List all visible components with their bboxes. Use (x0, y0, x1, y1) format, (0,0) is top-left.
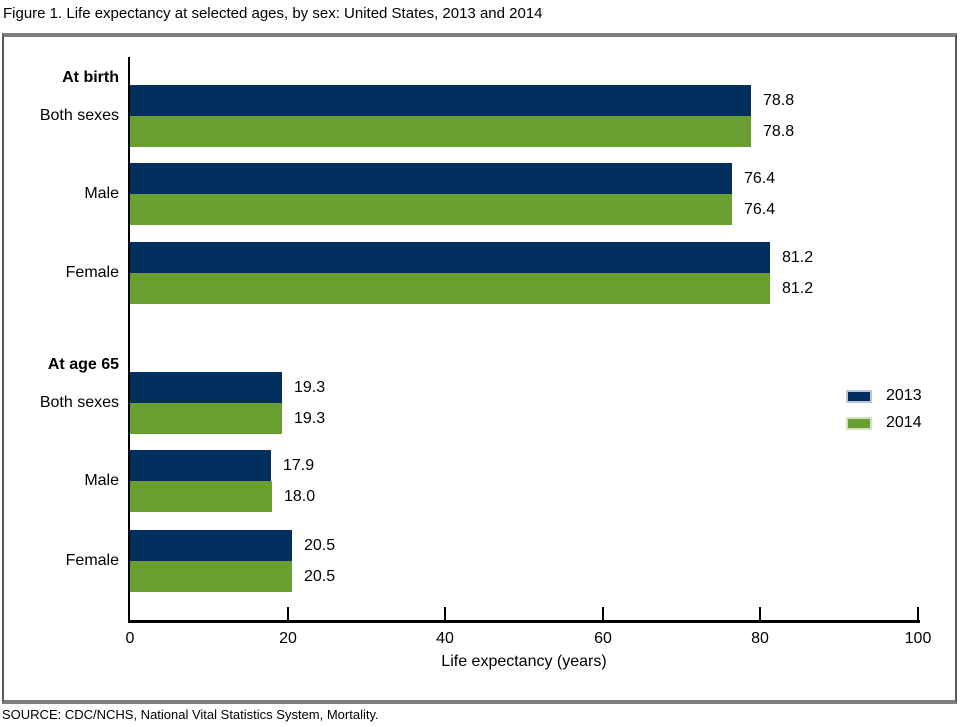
category-label: Both sexes (39, 394, 119, 411)
value-label: 19.3 (294, 379, 326, 396)
x-tick (917, 607, 919, 620)
bar-2013 (130, 530, 292, 561)
y-axis-line (128, 57, 130, 623)
value-label: 17.9 (283, 457, 315, 474)
legend: 2013 2014 (846, 387, 922, 432)
x-axis-line (128, 620, 920, 623)
value-label: 20.5 (304, 568, 336, 585)
bar-2014 (130, 403, 282, 434)
category-label: Both sexes (39, 107, 119, 124)
group-label: At age 65 (47, 356, 119, 373)
group-label: At birth (62, 69, 119, 86)
legend-swatch-2013 (846, 389, 872, 403)
value-label: 78.8 (763, 92, 795, 109)
x-tick-label: 20 (279, 630, 297, 647)
x-tick-label: 40 (436, 630, 454, 647)
bar-2014 (130, 561, 292, 592)
x-tick-label: 100 (904, 630, 932, 647)
value-label: 76.4 (744, 170, 776, 187)
value-label: 19.3 (294, 410, 326, 427)
legend-label: 2013 (886, 387, 922, 404)
value-label: 20.5 (304, 537, 336, 554)
chart-title: Figure 1. Life expectancy at selected ag… (3, 5, 543, 22)
bar-2014 (130, 481, 272, 512)
value-label: 81.2 (782, 280, 814, 297)
bar-2013 (130, 85, 751, 116)
legend-row: 2014 (846, 414, 922, 432)
category-label: Female (65, 552, 119, 569)
legend-row: 2013 (846, 387, 922, 405)
legend-label: 2014 (886, 414, 922, 431)
x-tick (759, 607, 761, 620)
x-tick-label: 0 (125, 630, 135, 647)
value-label: 78.8 (763, 123, 795, 140)
legend-swatch-2014 (846, 416, 872, 430)
x-tick-label: 80 (751, 630, 769, 647)
chart-frame (2, 33, 957, 704)
x-tick (602, 607, 604, 620)
category-label: Female (65, 264, 119, 281)
bar-2014 (130, 116, 751, 147)
value-label: 76.4 (744, 201, 776, 218)
value-label: 18.0 (284, 488, 316, 505)
category-label: Male (84, 472, 119, 489)
value-label: 81.2 (782, 249, 814, 266)
bar-2014 (130, 273, 770, 304)
x-tick-label: 60 (594, 630, 612, 647)
x-axis-title: Life expectancy (years) (441, 653, 607, 670)
source-note: SOURCE: CDC/NCHS, National Vital Statist… (2, 707, 379, 722)
bar-2013 (130, 372, 282, 403)
x-tick (444, 607, 446, 620)
bar-2013 (130, 163, 732, 194)
bar-2013 (130, 242, 770, 273)
x-tick (287, 607, 289, 620)
bar-2014 (130, 194, 732, 225)
bar-2013 (130, 450, 271, 481)
category-label: Male (84, 185, 119, 202)
